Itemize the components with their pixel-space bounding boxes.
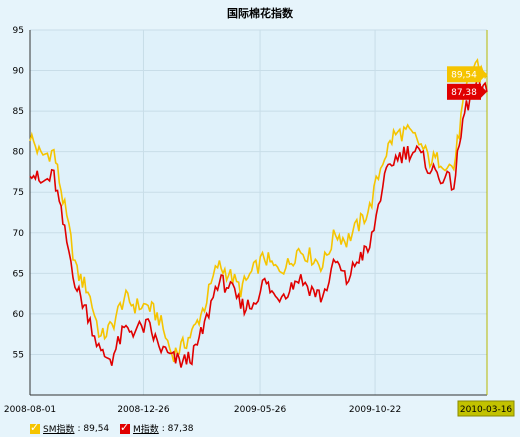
y-tick-label: 75	[13, 188, 24, 198]
plot-area	[30, 30, 487, 395]
y-tick-label: 65	[13, 269, 24, 279]
legend-value-sm: : 89,54	[77, 423, 110, 434]
legend-label-sm: SM指数	[43, 425, 75, 435]
legend-value-m: : 87,38	[161, 423, 194, 434]
chart-title: 国际棉花指数	[227, 7, 293, 20]
value-flag-m: 87,38	[447, 83, 487, 100]
value-flag-box	[447, 66, 481, 83]
y-tick-label: 85	[13, 107, 24, 117]
x-tick-label: 2008-12-26	[117, 405, 170, 415]
checkbox-icon[interactable]	[30, 421, 40, 434]
value-flag-box	[447, 83, 481, 100]
y-tick-label: 70	[13, 229, 25, 239]
value-flag-label: 87,38	[451, 88, 477, 98]
date-badge-label: 2010-03-16	[460, 405, 513, 415]
legend-item-m[interactable]: M指数 : 87,38	[120, 421, 194, 435]
series-line-sm	[29, 58, 488, 363]
x-tick-label: 2008-08-01	[4, 405, 56, 415]
date-badge	[457, 400, 515, 417]
y-tick-label: 55	[13, 350, 24, 360]
y-tick-label: 80	[13, 148, 25, 158]
x-tick-label: 2009-05-26	[234, 405, 287, 415]
value-flag-sm: 89,54	[447, 66, 487, 83]
y-tick-label: 90	[13, 67, 25, 77]
x-tick-label: 2009-10-22	[349, 405, 401, 415]
checkbox-icon[interactable]	[120, 421, 130, 434]
value-flag-label: 89,54	[451, 70, 477, 80]
series-line-m	[29, 77, 488, 368]
legend-item-sm[interactable]: SM指数 : 89,54	[30, 421, 110, 435]
value-flag-pointer	[481, 68, 487, 81]
value-flag-pointer	[481, 85, 487, 98]
y-tick-label: 60	[13, 310, 25, 320]
y-tick-label: 95	[13, 26, 24, 36]
legend-label-m: M指数	[133, 425, 159, 435]
